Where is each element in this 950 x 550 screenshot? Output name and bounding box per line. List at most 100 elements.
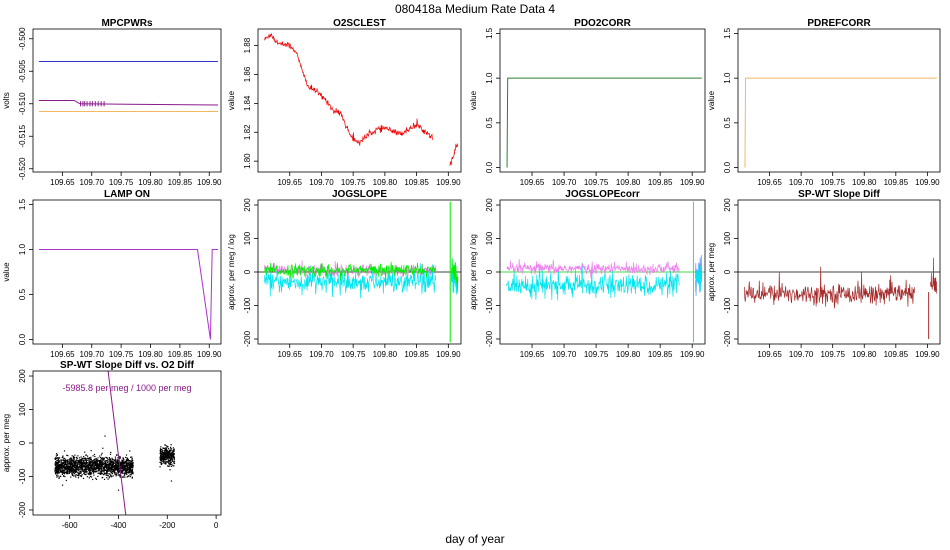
scatter-point xyxy=(98,460,100,462)
scatter-point xyxy=(57,464,59,466)
scatter-point xyxy=(169,451,171,453)
scatter-point xyxy=(97,466,100,468)
scatter-point xyxy=(129,462,132,464)
x-tick-label: -200 xyxy=(159,521,176,530)
scatter-point xyxy=(68,466,71,468)
plot-frame xyxy=(737,199,941,345)
scatter-point xyxy=(71,467,73,469)
scatter-point xyxy=(54,471,56,473)
scatter-point xyxy=(84,467,87,469)
scatter-point xyxy=(117,471,119,474)
scatter-point xyxy=(96,461,98,463)
scatter-point xyxy=(161,457,163,459)
scatter-point xyxy=(115,465,117,467)
scatter-point xyxy=(82,463,84,465)
scatter-point xyxy=(107,458,109,461)
scatter-point xyxy=(95,464,97,466)
scatter-point xyxy=(68,472,70,474)
x-tick-label: 109.85 xyxy=(884,350,909,359)
scatter-point xyxy=(74,473,76,475)
scatter-point xyxy=(108,456,110,459)
scatter-point xyxy=(95,459,97,461)
scatter-point xyxy=(168,462,170,464)
scatter-point xyxy=(122,458,125,460)
x-tick-label: 109.85 xyxy=(168,178,193,187)
scatter-point xyxy=(171,453,173,456)
y-tick-label: 1.0 xyxy=(723,72,732,84)
y-tick-label: 0.5 xyxy=(485,117,494,129)
scatter-point xyxy=(131,464,133,466)
scatter-point xyxy=(122,462,124,464)
x-tick-label: 109.80 xyxy=(138,178,163,187)
scatter-point xyxy=(100,464,102,466)
scatter-point xyxy=(73,466,75,468)
scatter-point xyxy=(116,460,118,462)
scatter-point xyxy=(56,469,58,471)
scatter-point xyxy=(56,461,58,464)
scatter-point xyxy=(85,462,87,465)
scatter-point xyxy=(71,463,74,465)
scatter-point xyxy=(81,466,83,468)
figure-title: 080418a Medium Rate Data 4 xyxy=(395,2,555,16)
scatter-point xyxy=(111,468,113,470)
scatter-point xyxy=(56,457,58,459)
scatter-point xyxy=(62,467,64,469)
scatter-point xyxy=(58,472,60,474)
y-axis-label: approx. per meg / log xyxy=(227,234,236,310)
scatter-point xyxy=(110,459,112,461)
scatter-point xyxy=(107,468,109,470)
scatter-point xyxy=(100,465,102,468)
scatter-point xyxy=(64,463,66,466)
scatter-point xyxy=(56,463,58,465)
scatter-point xyxy=(102,458,104,460)
scatter-point xyxy=(111,462,113,464)
scatter-point xyxy=(55,458,57,460)
scatter-point xyxy=(86,462,88,464)
y-tick-label: 1.5 xyxy=(485,27,494,39)
scatter-point xyxy=(59,465,62,467)
scatter-point xyxy=(172,452,174,454)
scatter-point xyxy=(111,463,114,466)
y-axis-label: value xyxy=(2,262,11,282)
scatter-point xyxy=(117,465,119,467)
scatter-point xyxy=(173,465,175,467)
scatter-point xyxy=(168,454,170,456)
scatter-point xyxy=(66,454,68,456)
scatter-point xyxy=(116,454,118,457)
scatter-point xyxy=(88,464,90,466)
scatter-point xyxy=(90,473,92,475)
scatter-point xyxy=(107,461,109,463)
scatter-point xyxy=(95,465,97,467)
scatter-point xyxy=(95,461,97,463)
scatter-point xyxy=(78,460,80,462)
scatter-point xyxy=(109,459,111,461)
scatter-point xyxy=(118,464,120,466)
scatter-point xyxy=(66,465,68,467)
scatter-point xyxy=(73,458,75,460)
scatter-point xyxy=(64,462,67,464)
scatter-point xyxy=(168,457,170,459)
scatter-point xyxy=(102,459,104,461)
scatter-point xyxy=(127,475,129,478)
scatter-point xyxy=(76,465,78,467)
y-axis-label: value xyxy=(707,90,716,110)
scatter-point xyxy=(88,463,90,465)
scatter-point xyxy=(172,460,174,463)
scatter-point xyxy=(63,457,65,460)
scatter-point xyxy=(62,456,64,458)
scatter-point xyxy=(74,464,76,466)
scatter-point xyxy=(73,470,76,473)
scatter-point xyxy=(107,469,109,471)
scatter-point xyxy=(67,461,69,463)
scatter-point xyxy=(106,474,108,476)
scatter-point xyxy=(114,473,116,476)
scatter-point xyxy=(72,456,75,458)
scatter-point xyxy=(66,469,68,472)
scatter-point xyxy=(123,465,125,467)
scatter-point xyxy=(172,447,174,449)
x-tick-label: 109.80 xyxy=(852,350,877,359)
scatter-point xyxy=(93,461,96,463)
scatter-point xyxy=(76,468,78,470)
scatter-point xyxy=(55,466,57,468)
y-axis-label: volts xyxy=(2,92,11,108)
